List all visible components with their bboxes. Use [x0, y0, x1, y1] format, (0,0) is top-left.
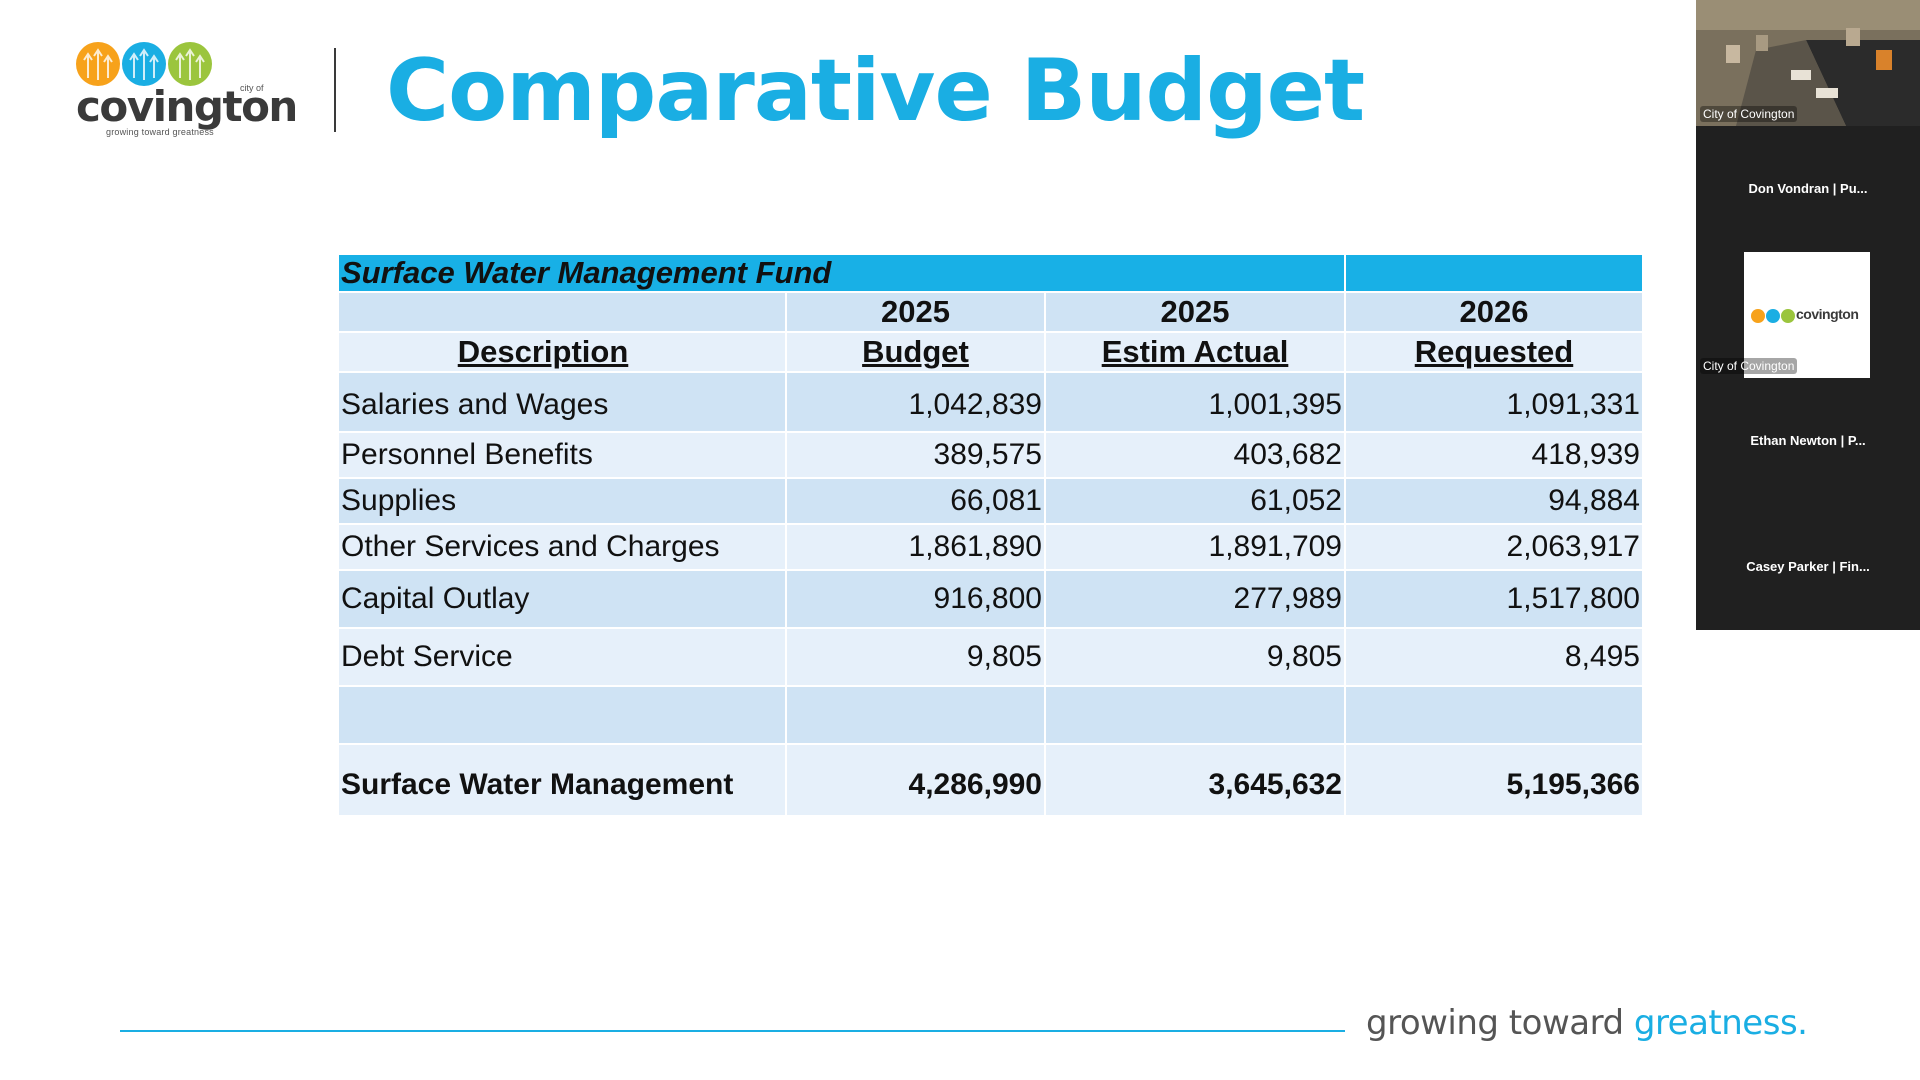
row-requested: 1,517,800	[1346, 571, 1642, 627]
blank-cell	[1346, 687, 1642, 743]
meeting-room-video-icon	[1696, 0, 1920, 126]
row-budget: 1,042,839	[787, 373, 1044, 431]
row-estim-actual: 1,891,709	[1046, 525, 1344, 569]
participant-name: Casey Parker | Fin...	[1746, 559, 1870, 574]
row-budget: 389,575	[787, 433, 1044, 477]
table-row: Salaries and Wages 1,042,839 1,001,395 1…	[339, 373, 1642, 431]
blank-cell	[1046, 687, 1344, 743]
participants-panel: City of Covington Don Vondran | Pu... co…	[1696, 0, 1920, 630]
row-estim-actual: 1,001,395	[1046, 373, 1344, 431]
covington-logo: city of covington growing toward greatne…	[74, 40, 298, 140]
participant-caption: City of Covington	[1700, 106, 1798, 122]
table-row: Personnel Benefits 389,575 403,682 418,9…	[339, 433, 1642, 477]
total-requested: 5,195,366	[1346, 745, 1642, 815]
table-row: Other Services and Charges 1,861,890 1,8…	[339, 525, 1642, 569]
header-description: Description	[339, 333, 785, 371]
participant-tile-logo[interactable]: covington City of Covington	[1696, 252, 1920, 378]
row-requested: 2,063,917	[1346, 525, 1642, 569]
table-row: Debt Service 9,805 9,805 8,495	[339, 629, 1642, 685]
year-cell-budget: 2025	[787, 293, 1044, 331]
row-requested: 94,884	[1346, 479, 1642, 523]
title-divider	[334, 48, 336, 132]
row-label: Other Services and Charges	[339, 525, 785, 569]
participant-tile[interactable]: Don Vondran | Pu...	[1696, 126, 1920, 252]
participant-tile-video[interactable]: City of Covington	[1696, 0, 1920, 126]
row-label: Personnel Benefits	[339, 433, 785, 477]
total-row: Surface Water Management 4,286,990 3,645…	[339, 745, 1642, 815]
row-requested: 1,091,331	[1346, 373, 1642, 431]
participant-logo-card: covington	[1744, 252, 1870, 378]
fund-title-blank-cell	[1346, 255, 1642, 291]
row-budget: 9,805	[787, 629, 1044, 685]
row-budget: 1,861,890	[787, 525, 1044, 569]
footer-tagline-part1: growing toward	[1366, 1003, 1634, 1043]
fund-title-row: Surface Water Management Fund	[339, 255, 1642, 291]
table-row: Supplies 66,081 61,052 94,884	[339, 479, 1642, 523]
blank-cell	[787, 687, 1044, 743]
blank-cell	[339, 687, 785, 743]
blank-row	[339, 687, 1642, 743]
total-budget: 4,286,990	[787, 745, 1044, 815]
fund-title: Surface Water Management Fund	[339, 255, 1344, 291]
logo-wordmark: covington	[76, 82, 298, 131]
participant-caption: City of Covington	[1700, 358, 1798, 374]
row-estim-actual: 277,989	[1046, 571, 1344, 627]
header-requested: Requested	[1346, 333, 1642, 371]
year-row: 2025 2025 2026	[339, 293, 1642, 331]
footer-tagline-part2: greatness.	[1633, 1003, 1808, 1043]
total-label: Surface Water Management	[339, 745, 785, 815]
participant-tile[interactable]: Ethan Newton | P...	[1696, 378, 1920, 504]
row-label: Supplies	[339, 479, 785, 523]
row-requested: 8,495	[1346, 629, 1642, 685]
row-label: Capital Outlay	[339, 571, 785, 627]
table-row: Capital Outlay 916,800 277,989 1,517,800	[339, 571, 1642, 627]
logo-city-of-text: city of	[240, 83, 264, 93]
year-cell-estim-actual: 2025	[1046, 293, 1344, 331]
slide-title: Comparative Budget	[386, 41, 1365, 141]
row-budget: 916,800	[787, 571, 1044, 627]
row-estim-actual: 403,682	[1046, 433, 1344, 477]
logo-tagline: growing toward greatness	[106, 127, 214, 137]
row-estim-actual: 9,805	[1046, 629, 1344, 685]
participant-name: Ethan Newton | P...	[1750, 433, 1866, 448]
header-budget: Budget	[787, 333, 1044, 371]
row-estim-actual: 61,052	[1046, 479, 1344, 523]
year-cell-description	[339, 293, 785, 331]
row-budget: 66,081	[787, 479, 1044, 523]
presentation-slide: city of covington growing toward greatne…	[74, 40, 1808, 1040]
row-label: Salaries and Wages	[339, 373, 785, 431]
participant-tile[interactable]: Casey Parker | Fin...	[1696, 504, 1920, 630]
logo-card-wordmark: covington	[1796, 306, 1859, 322]
logo-circles-icon	[76, 42, 212, 86]
row-requested: 418,939	[1346, 433, 1642, 477]
footer-line	[120, 1030, 1345, 1032]
budget-table: Surface Water Management Fund 2025 2025 …	[337, 253, 1644, 817]
row-label: Debt Service	[339, 629, 785, 685]
participant-name: Don Vondran | Pu...	[1748, 181, 1868, 196]
total-estim-actual: 3,645,632	[1046, 745, 1344, 815]
logo-circles-icon	[1751, 309, 1795, 323]
header-row: Description Budget Estim Actual Requeste…	[339, 333, 1642, 371]
header-estim-actual: Estim Actual	[1046, 333, 1344, 371]
year-cell-requested: 2026	[1346, 293, 1642, 331]
footer-tagline: growing toward greatness.	[1366, 1003, 1808, 1043]
